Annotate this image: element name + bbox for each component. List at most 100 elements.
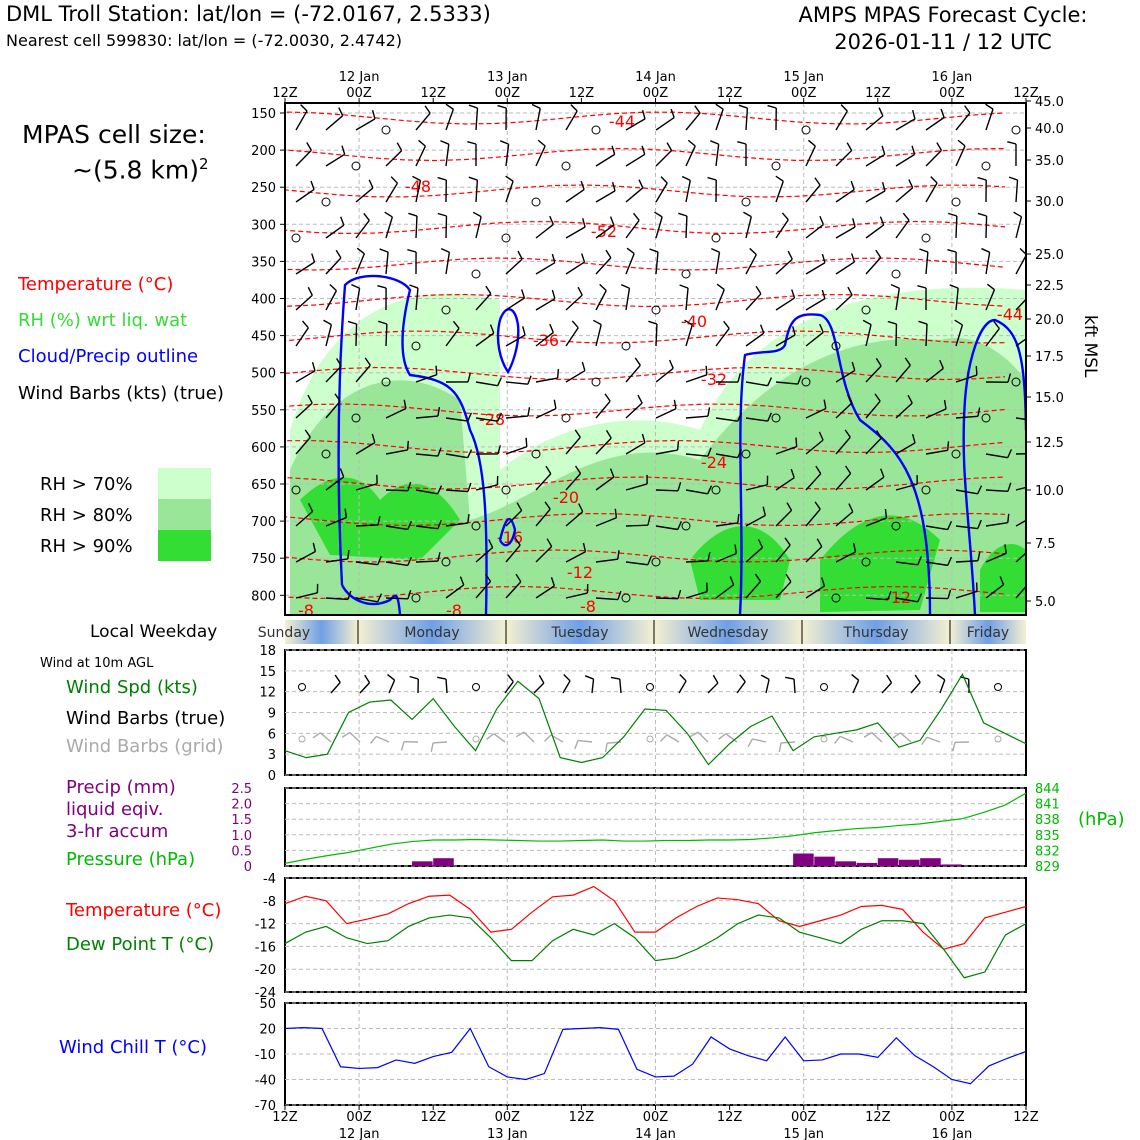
wind-barb [475, 293, 492, 311]
precip-bar [920, 858, 941, 866]
wind-barb [737, 140, 747, 145]
wind-barb [595, 224, 615, 239]
precip-tick-label: 1.0 [231, 829, 252, 844]
wind-barb [551, 253, 556, 263]
wind-barb [917, 284, 927, 289]
surface-wind-barb-true [507, 674, 514, 683]
wind-speed-tick-label: 6 [268, 727, 276, 742]
wind-barb [807, 139, 816, 147]
wind-barb [985, 252, 991, 275]
wind-barb [685, 560, 709, 563]
wind-barb [947, 521, 953, 530]
wind-barb [565, 473, 582, 491]
wind-barb [505, 381, 528, 385]
wind-barb [312, 542, 317, 552]
wind-barb [907, 394, 913, 404]
wind-barb [723, 320, 730, 329]
wind-barb [351, 283, 360, 289]
pressure-tick-label: 800 [251, 589, 276, 604]
wind-barb [655, 216, 663, 239]
wind-barb [902, 212, 910, 221]
wind-barb [865, 324, 872, 347]
wind-barb [625, 483, 648, 491]
temperature-contour-label: -8 [298, 601, 314, 620]
wind-barb [306, 142, 312, 151]
wind-barb [805, 439, 824, 455]
wind-barb [865, 365, 882, 383]
calm-circle [861, 305, 871, 315]
wind-barb [1015, 417, 1026, 421]
precip-tick-label: 0 [244, 860, 252, 875]
wind-barb [415, 215, 418, 239]
wind-barb [553, 399, 557, 409]
calm-circle [981, 161, 991, 171]
wind-barbs-true-label: Wind Barbs (true) [66, 708, 226, 729]
temperature-tick-label: -12 [255, 918, 276, 933]
wind-barb [385, 449, 408, 455]
cell-size-value: ~(5.8 km)2 [72, 155, 209, 184]
wind-barb [707, 176, 717, 181]
wind-barb [985, 552, 1007, 563]
wind-barb [617, 550, 620, 560]
calm-circle [501, 233, 511, 243]
wind-barb [999, 576, 1005, 585]
nearest-cell-subtitle: Nearest cell 599830: lat/lon = (-72.0030… [6, 31, 402, 50]
surface-wind-barb-grid [697, 731, 709, 743]
wind-barb [485, 285, 492, 295]
temperature-contour-label: -48 [405, 177, 431, 196]
wind-barb [875, 249, 882, 259]
surface-wind-barb-grid [486, 733, 495, 740]
wind-barb [823, 399, 827, 409]
temperature-contour [285, 184, 1006, 198]
wind-barb [384, 211, 393, 218]
forecast-cycle-line1: AMPS MPAS Forecast Cycle: [798, 3, 1088, 27]
wind-barb [955, 560, 979, 563]
wind-barb [611, 182, 616, 192]
wind-barb [595, 597, 618, 601]
wind-speed-tick-label: 0 [268, 769, 276, 784]
wind-barb [865, 437, 882, 455]
calm-circle [771, 413, 781, 423]
wind-barb [785, 573, 792, 583]
surface-wind-barb-true [591, 679, 595, 694]
wind-barb [595, 437, 612, 455]
wind-barb [711, 247, 720, 253]
wind-barb [715, 453, 738, 459]
wind-barb [325, 476, 345, 491]
wind-barb [835, 294, 853, 311]
kft-tick-label: 22.5 [1035, 279, 1064, 294]
wind-barb [745, 417, 768, 422]
pressure-tick-label: 835 [1035, 829, 1060, 844]
wind-barb [614, 508, 618, 518]
surface-wind-barb-grid [660, 734, 668, 742]
wind-barb [835, 150, 853, 167]
calm-circle [801, 125, 811, 135]
temperature-tick-label: -8 [263, 895, 276, 910]
surface-wind-barb-grid [432, 741, 448, 744]
pressure-tick-label: 600 [251, 441, 276, 456]
surface-grid-calm [994, 735, 1002, 743]
surface-calm-circle [994, 683, 1002, 691]
wind-barb [715, 327, 730, 347]
wind-barb [790, 468, 795, 478]
wind-barb [407, 481, 412, 491]
wind-barb [355, 323, 358, 347]
wind-barb [684, 319, 693, 326]
temperature-contour [285, 512, 1006, 527]
wind-barb [749, 247, 757, 256]
wind-barb [325, 597, 348, 601]
windchill-tick-label: -40 [255, 1074, 276, 1089]
wind-barb [925, 252, 929, 275]
wind-barb [545, 465, 552, 475]
wind-barb [814, 177, 821, 186]
wind-barb [737, 449, 743, 458]
wind-barb [707, 447, 712, 457]
wind-barb [977, 407, 981, 417]
surface-wind-barb-grid [666, 734, 680, 743]
temperature-contour [285, 439, 1006, 454]
calm-circle [531, 197, 541, 207]
wind-barb [757, 539, 764, 548]
wind-barb [925, 561, 948, 567]
wind-barb [325, 558, 348, 563]
